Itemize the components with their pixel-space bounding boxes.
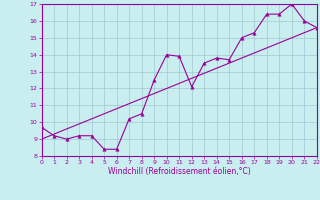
X-axis label: Windchill (Refroidissement éolien,°C): Windchill (Refroidissement éolien,°C) xyxy=(108,167,251,176)
